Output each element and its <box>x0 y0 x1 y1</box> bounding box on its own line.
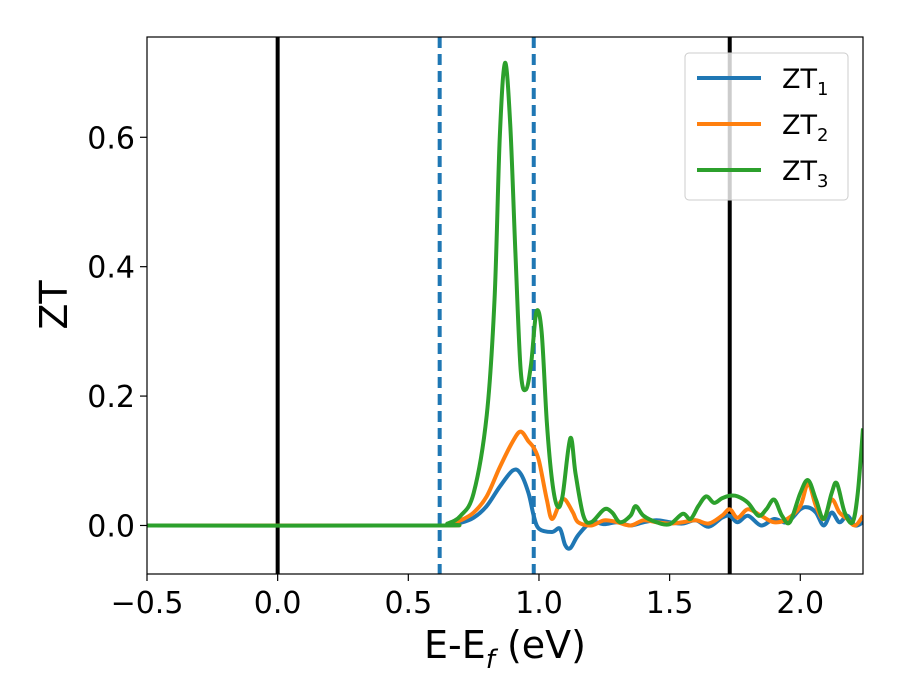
x-tick-label-3: 1.0 <box>515 586 563 621</box>
x-tick-label-4: 1.5 <box>646 586 694 621</box>
x-tick-label-1: 0.0 <box>254 586 302 621</box>
x-tick-label-0: −0.5 <box>111 586 184 621</box>
y-tick-label-1: 0.2 <box>87 380 135 415</box>
y-tick-label-0: 0.0 <box>87 509 135 544</box>
x-axis-label-unit: (eV) <box>495 623 586 667</box>
x-tick-label-2: 0.5 <box>384 586 432 621</box>
y-tick-label-2: 0.4 <box>87 251 135 286</box>
legend-label-3: ZT3 <box>782 156 828 192</box>
plot-frame <box>146 36 864 575</box>
series-lines <box>147 60 863 551</box>
x-axis-label: E-Ef (eV) <box>424 623 586 675</box>
y-axis-label: ZT <box>32 280 76 330</box>
y-axis-ticks: 0.0 0.2 0.4 0.6 <box>87 121 147 544</box>
x-axis-label-main: E-E <box>424 623 486 667</box>
series-line-2 <box>147 429 863 528</box>
series-line-3 <box>147 60 863 528</box>
legend: ZT1 ZT2 ZT3 <box>684 52 849 201</box>
x-axis-ticks: −0.5 0.0 0.5 1.0 1.5 2.0 <box>111 574 824 621</box>
legend-label-2: ZT2 <box>782 110 828 146</box>
x-tick-label-5: 2.0 <box>776 586 824 621</box>
legend-label-1: ZT1 <box>782 64 828 100</box>
legend-box <box>684 52 849 201</box>
y-tick-label-3: 0.6 <box>87 121 135 156</box>
